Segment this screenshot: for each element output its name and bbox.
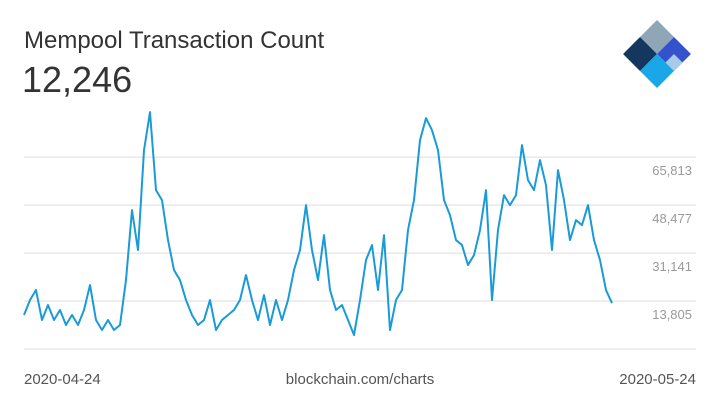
y-tick-label: 31,141	[652, 259, 692, 274]
y-tick-label: 13,805	[652, 307, 692, 322]
data-line	[23, 111, 613, 337]
x-end-label: 2020-05-24	[619, 371, 696, 388]
y-tick-label: 48,477	[652, 211, 692, 226]
current-value: 12,246	[22, 59, 132, 100]
chart-title: Mempool Transaction Count	[24, 27, 324, 54]
y-tick-label: 65,813	[652, 163, 692, 178]
logo	[623, 20, 691, 88]
source: blockchain.com/charts	[286, 371, 434, 388]
x-start-label: 2020-04-24	[24, 371, 101, 388]
